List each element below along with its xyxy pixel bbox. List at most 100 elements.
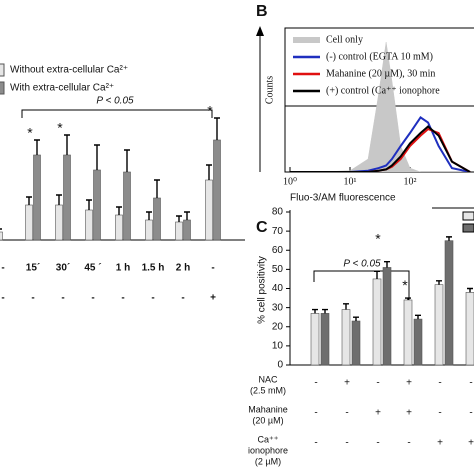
condition-value: - [314,438,317,449]
condition-value: - [407,438,410,449]
error-bar [405,297,411,300]
x-tick-label: 1 h [116,263,130,274]
bar [320,313,330,366]
x-tick-label: 10¹ [344,176,357,187]
y-tick-label: 10 [272,341,284,352]
y-tick-label: 70 [272,226,284,237]
error-bar [124,149,130,172]
error-bar [214,117,220,140]
error-bar [436,280,442,285]
error-bar [184,211,190,220]
bar [145,219,153,241]
x-tick-label: 1.5 h [142,263,165,274]
condition-value: + [406,378,412,389]
bar [183,219,191,241]
bar [33,154,41,241]
condition-value: + [406,408,412,419]
arrow-head [256,26,264,36]
legend-swatch [0,63,5,77]
bar [25,204,33,241]
condition-value: - [345,438,348,449]
condition-name: NAC [258,374,278,384]
error-bar [384,261,390,268]
error-bar [322,308,328,314]
significance-star: * [402,277,408,293]
y-tick-label: 40 [272,283,284,294]
y-tick-label: 0 [277,360,283,371]
y-axis-label-c: % cell positivity [257,256,268,324]
legend-swatch [462,223,474,233]
error-bar [26,196,32,205]
error-bar [0,228,2,230]
condition-label: - [181,293,184,304]
bar [175,221,183,241]
legend-label: (-) control (EGTA 10 mM) [326,51,433,62]
bar [444,240,454,366]
condition-label: + [210,293,216,304]
condition-value: - [376,378,379,389]
y-axis-label-b: Counts [264,76,275,104]
condition-name: Ca⁺⁺ [257,434,278,444]
bar [310,313,320,366]
y-tick-label: 60 [272,245,284,256]
error-bar [34,139,40,155]
x-tick-label: - [211,263,214,274]
condition-label: - [151,293,154,304]
error-bar [343,303,349,310]
condition-value: + [437,438,443,449]
condition-value: - [469,408,472,419]
bar [465,292,474,366]
condition-value: - [438,408,441,419]
legend-swatch [0,81,5,95]
bar [115,214,123,241]
error-bar [374,270,380,279]
bar [93,169,101,241]
error-bar [94,144,100,170]
panel-label: B [256,3,268,20]
condition-value: - [376,438,379,449]
error-bar [206,164,212,180]
bar [123,171,131,241]
significance-star: * [375,230,381,246]
bar [403,299,413,366]
error-bar [146,211,152,220]
error-bar [353,316,359,322]
bar [434,284,444,366]
legend-label: Without extra-cellular Ca²⁺ [10,65,128,76]
condition-label: - [1,293,4,304]
x-axis-label-b: Fluo-3/AM fluorescence [290,193,396,204]
legend-label: Cell only [326,34,363,45]
condition-value: - [469,378,472,389]
error-bar [467,287,473,293]
condition-name: (2 µM) [255,456,281,466]
bar [55,204,63,241]
condition-name: (2.5 mM) [250,385,286,395]
bar [205,179,213,241]
y-tick-label: 30 [272,302,284,313]
condition-name: ionophore [248,445,288,455]
x-tick-label: - [1,263,4,274]
error-bar [56,194,62,205]
condition-value: - [314,378,317,389]
significance-star: * [207,103,213,119]
legend-label: (+) control (Ca⁺⁺ ionophore [326,85,440,96]
x-tick-label: 2 h [176,263,190,274]
x-tick-label: 15´ [26,263,40,274]
condition-label: - [121,293,124,304]
significance-star: * [57,120,63,136]
bar [351,320,361,366]
legend-swatch [462,211,474,221]
y-tick-label: 50 [272,264,284,275]
condition-label: - [61,293,64,304]
significance-bracket-c [313,270,410,300]
histograms [290,41,471,172]
error-bar [86,199,92,210]
error-bar [446,236,452,241]
bar [153,197,161,241]
condition-label: - [31,293,34,304]
bar [341,309,351,366]
bar [63,154,71,241]
x-tick-label: 10² [404,176,417,187]
condition-name: Mahanine [248,404,288,414]
